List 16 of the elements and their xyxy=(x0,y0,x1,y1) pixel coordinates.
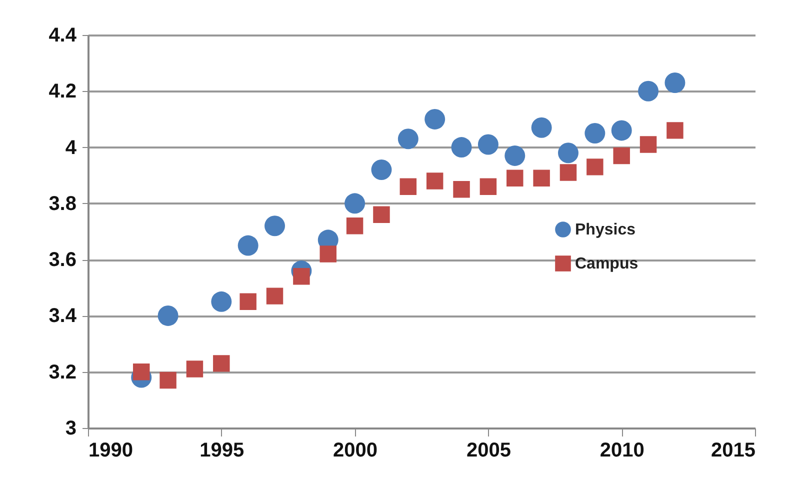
y-tick-label: 4.2 xyxy=(48,80,76,103)
x-tick-label: 2000 xyxy=(333,440,378,462)
legend-label: Campus xyxy=(575,256,638,272)
x-tick-label: 1990 xyxy=(88,440,133,462)
x-tick-label: 2005 xyxy=(466,440,511,462)
legend-label: Physics xyxy=(575,222,636,238)
y-tick-label: 3.6 xyxy=(48,249,76,272)
y-tick-label: 3 xyxy=(65,418,76,440)
y-tick-label: 3.2 xyxy=(48,361,76,384)
y-tick-label: 4.4 xyxy=(48,24,78,46)
y-tick-label: 3.4 xyxy=(48,305,78,328)
y-tick-label: 3.8 xyxy=(48,192,76,215)
x-tick-label: 2010 xyxy=(600,440,644,462)
x-tick-label: 1995 xyxy=(200,440,244,462)
x-tick-label: 2015 xyxy=(711,440,756,462)
y-tick-label: 4 xyxy=(65,136,78,159)
